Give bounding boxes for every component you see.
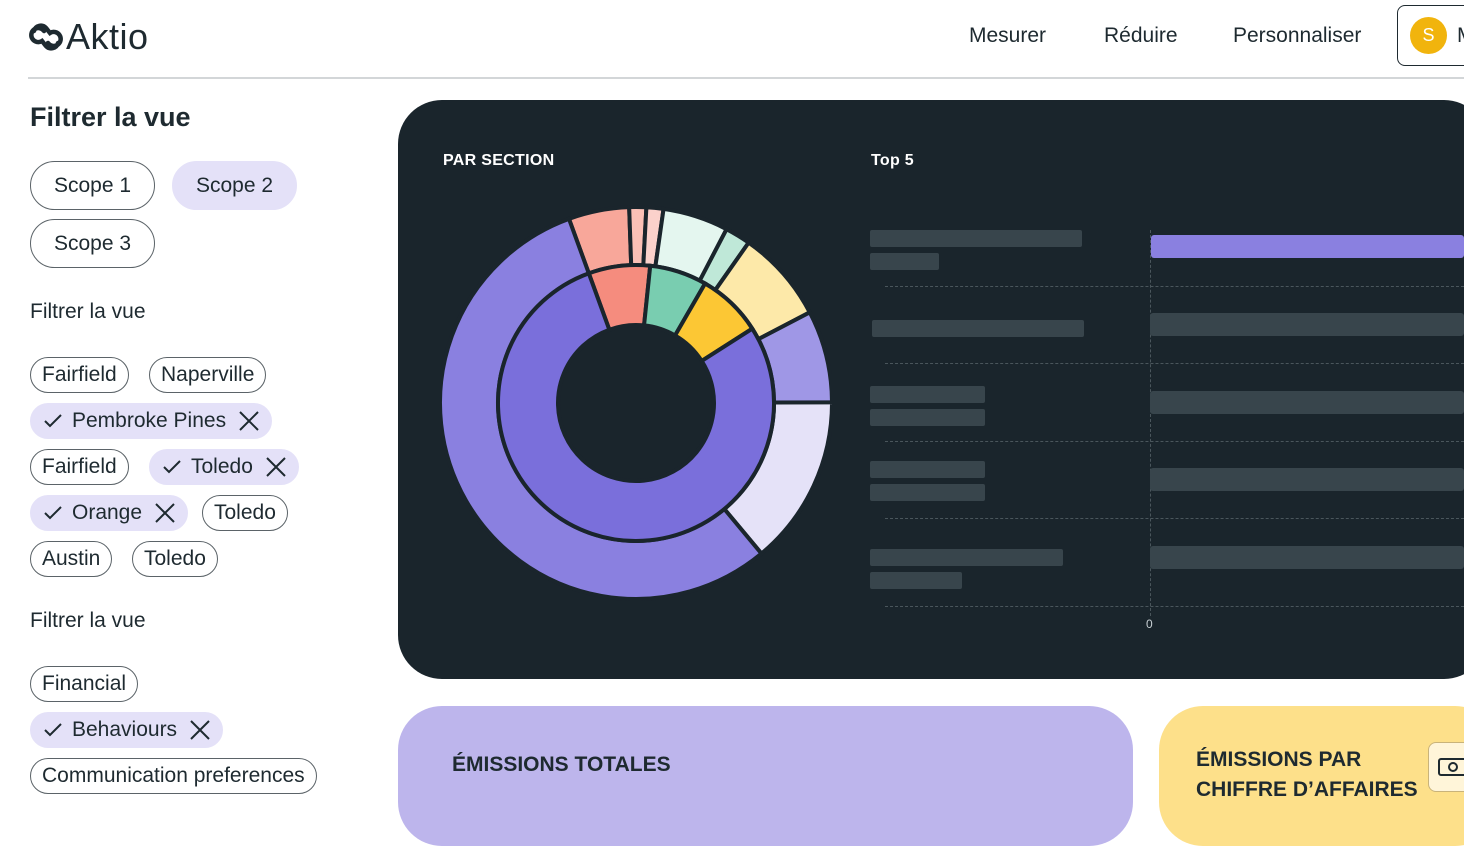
avatar: S <box>1410 17 1447 54</box>
location-filter-title: Filtrer la vue <box>30 300 146 323</box>
logo-text: Aktio <box>66 16 149 57</box>
filter-title: Filtrer la vue <box>30 102 191 132</box>
scope-chip-1[interactable]: Scope 1 <box>30 161 156 210</box>
location-chip[interactable]: Austin <box>30 541 113 577</box>
banknote-icon <box>1428 742 1464 792</box>
category-chip[interactable]: Communication preferences <box>30 758 317 794</box>
chip-label: Financial <box>42 672 127 695</box>
location-chip[interactable]: Toledo <box>132 541 218 577</box>
chip-label: Orange <box>72 501 143 524</box>
top-header: Aktio Mesurer Réduire Personnaliser S M <box>0 0 1464 79</box>
chip-label: Naperville <box>161 363 255 386</box>
nav-mesurer[interactable]: Mesurer <box>969 24 1047 47</box>
chip-label: Toledo <box>214 501 276 524</box>
category-chip-selected[interactable]: Behaviours <box>30 712 224 748</box>
header-divider <box>28 77 1464 79</box>
emissions-revenue-label-line1: ÉMISSIONS PAR <box>1196 748 1362 771</box>
scope-chip-2[interactable]: Scope 2 <box>172 161 298 210</box>
gridline <box>885 518 1464 519</box>
chip-label: Scope 3 <box>54 231 132 255</box>
label-placeholder <box>872 320 1084 337</box>
gridline <box>885 363 1464 364</box>
location-chip[interactable]: Naperville <box>149 357 267 393</box>
check-icon <box>44 723 62 737</box>
chip-label: Austin <box>42 547 101 570</box>
location-chip[interactable]: Fairfield <box>30 357 129 393</box>
chip-label: Fairfield <box>42 363 117 386</box>
label-placeholder <box>870 253 939 270</box>
location-chip[interactable]: Fairfield <box>30 449 129 485</box>
check-icon <box>163 460 181 474</box>
label-placeholder <box>870 549 1063 566</box>
category-chip[interactable]: Financial <box>30 666 139 702</box>
chip-label: Pembroke Pines <box>72 409 227 432</box>
close-icon[interactable] <box>265 456 287 478</box>
nav-personnaliser[interactable]: Personnaliser <box>1233 24 1362 47</box>
gridline <box>885 606 1464 607</box>
label-placeholder <box>870 386 985 403</box>
inner-segment-3[interactable] <box>496 270 776 543</box>
x-tick-label: 0 <box>1146 617 1153 631</box>
bar[interactable] <box>1150 391 1464 414</box>
gridline <box>885 441 1464 442</box>
user-name: M <box>1457 24 1464 48</box>
emissions-revenue-label-line2: CHIFFRE D’AFFAIRES <box>1196 778 1418 801</box>
bar-highlight[interactable] <box>1151 235 1464 258</box>
label-placeholder <box>870 572 962 589</box>
bar[interactable] <box>1150 468 1464 491</box>
section-chart-title: PAR SECTION <box>443 152 555 169</box>
category-filter-title: Filtrer la vue <box>30 609 146 632</box>
sunburst-chart <box>440 205 832 601</box>
scope-chip-3[interactable]: Scope 3 <box>30 219 156 268</box>
label-placeholder <box>870 409 985 426</box>
chip-label: Scope 1 <box>54 173 132 197</box>
location-chip[interactable]: Toledo <box>202 495 288 531</box>
chip-label: Communication preferences <box>42 764 305 787</box>
label-placeholder <box>870 461 985 478</box>
chip-label: Toledo <box>144 547 206 570</box>
chip-label: Toledo <box>191 455 253 478</box>
check-icon <box>44 506 62 520</box>
bar[interactable] <box>1150 313 1464 336</box>
app-logo[interactable]: Aktio <box>28 16 149 58</box>
close-icon[interactable] <box>238 410 260 432</box>
check-icon <box>44 414 62 428</box>
link-icon <box>29 23 63 51</box>
chip-label: Fairfield <box>42 455 117 478</box>
bar[interactable] <box>1150 546 1464 569</box>
chip-label: Scope 2 <box>196 173 274 197</box>
user-menu[interactable]: S M <box>1397 5 1464 66</box>
label-placeholder <box>870 484 985 501</box>
total-emissions-label: ÉMISSIONS TOTALES <box>452 753 671 776</box>
top5-chart-title: Top 5 <box>871 152 914 169</box>
location-chip-selected[interactable]: Toledo <box>149 449 299 485</box>
gridline <box>885 286 1464 287</box>
location-chip-selected[interactable]: Orange <box>30 495 189 531</box>
chip-label: Behaviours <box>72 718 178 741</box>
close-icon[interactable] <box>189 719 211 741</box>
banknote-glyph <box>1438 758 1464 776</box>
nav-reduire[interactable]: Réduire <box>1104 24 1178 47</box>
location-chip-selected[interactable]: Pembroke Pines <box>30 403 273 439</box>
close-icon[interactable] <box>154 502 176 524</box>
zero-axis-line <box>1150 230 1151 616</box>
label-placeholder <box>870 230 1082 247</box>
